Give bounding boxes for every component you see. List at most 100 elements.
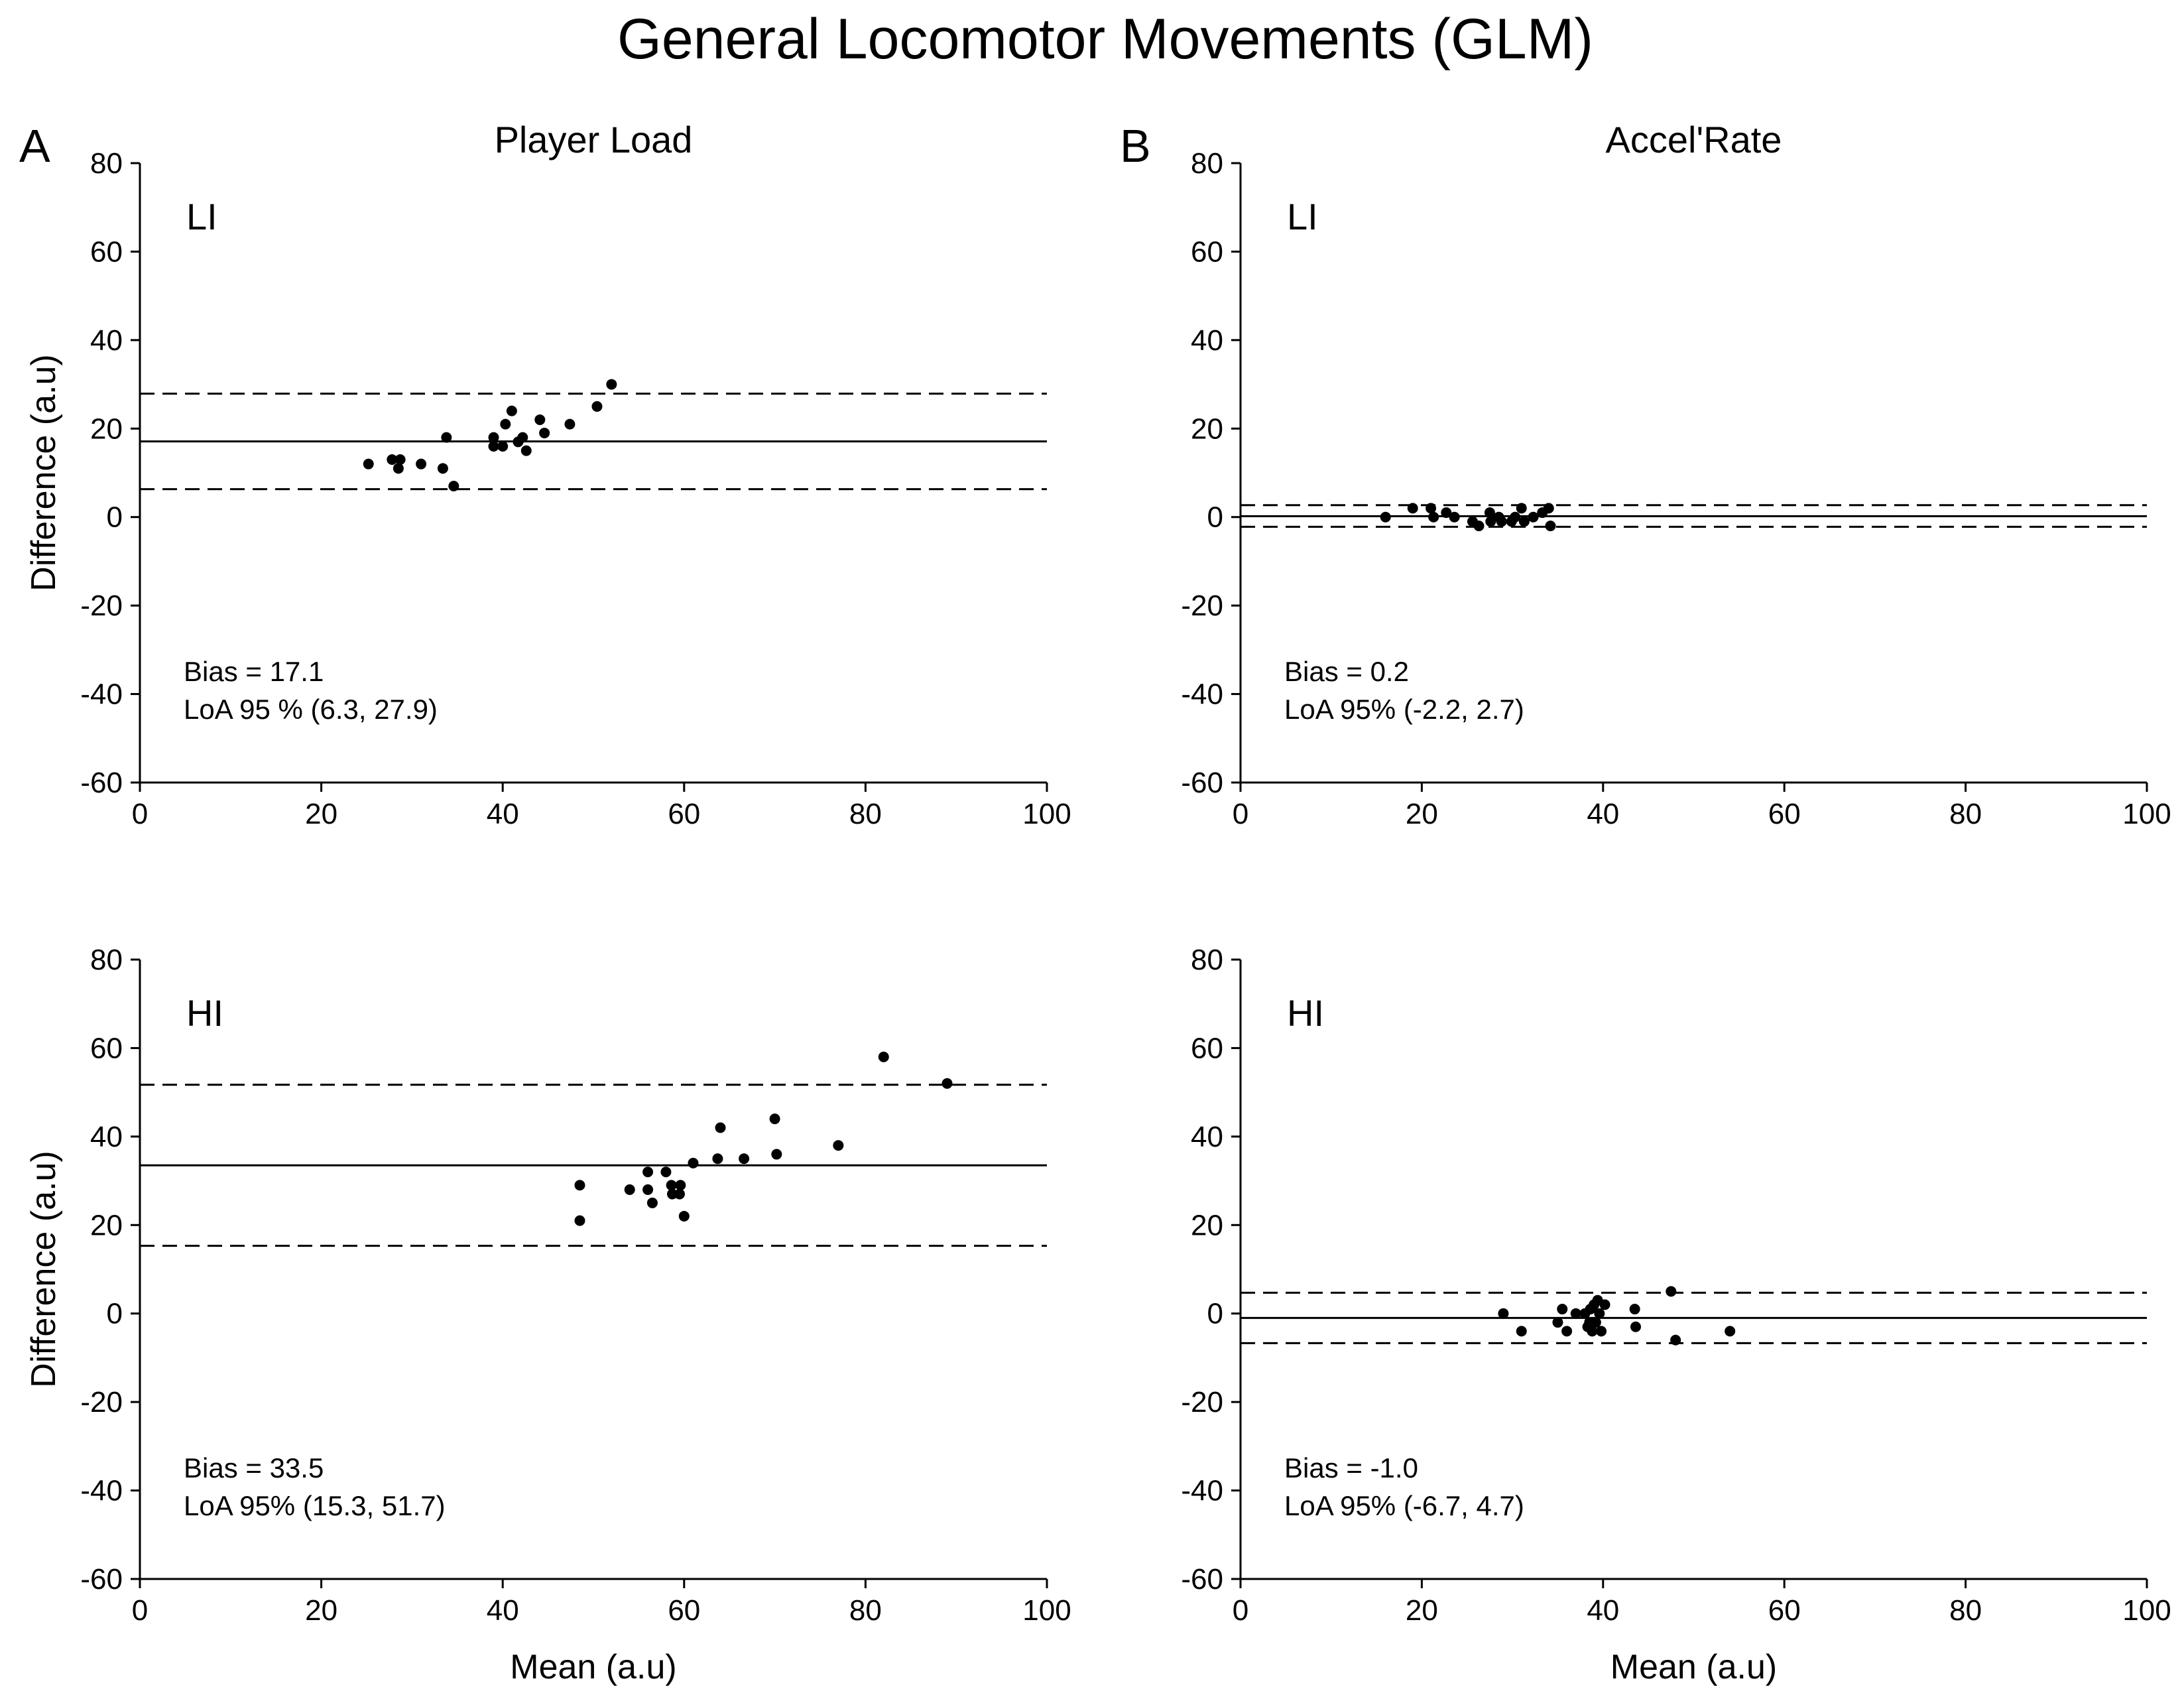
data-point: [1484, 507, 1495, 519]
figure-title: General Locomotor Movements (GLM): [617, 7, 1593, 71]
data-point: [1518, 516, 1530, 527]
y-tick-label: 80: [1191, 147, 1223, 180]
column-title: Accel'Rate: [1606, 119, 1782, 160]
y-tick-label: 80: [1191, 944, 1223, 976]
condition-label: HI: [1287, 992, 1324, 1034]
data-point: [688, 1157, 699, 1168]
loa-annotation: LoA 95% (15.3, 51.7): [184, 1490, 446, 1521]
y-tick-label: 20: [90, 412, 123, 445]
x-tick-label: 20: [1406, 798, 1438, 830]
data-point: [667, 1188, 678, 1200]
data-point: [1498, 1308, 1509, 1319]
column-title: Player Load: [495, 119, 693, 160]
data-point: [941, 1078, 953, 1089]
condition-label: HI: [186, 992, 223, 1034]
x-tick-label: 60: [668, 1594, 700, 1627]
data-point: [1552, 1317, 1563, 1328]
data-point: [363, 458, 374, 470]
data-point: [833, 1140, 844, 1151]
y-tick-label: -20: [1181, 590, 1223, 622]
data-point: [1670, 1334, 1681, 1346]
y-tick-label: 0: [107, 501, 123, 534]
x-tick-label: 40: [487, 798, 519, 830]
loa-annotation: LoA 95 % (6.3, 27.9): [184, 694, 438, 725]
x-tick-label: 20: [305, 1594, 337, 1627]
y-tick-label: -40: [80, 678, 123, 711]
x-tick-label: 60: [668, 798, 700, 830]
data-point: [393, 463, 404, 474]
bias-annotation: Bias = -1.0: [1284, 1452, 1418, 1483]
data-point: [674, 1188, 685, 1200]
data-point: [1380, 511, 1391, 523]
y-tick-label: 0: [1207, 1298, 1223, 1330]
y-tick-label: 0: [107, 1298, 123, 1330]
data-point: [1510, 511, 1521, 523]
data-point: [1590, 1317, 1601, 1328]
x-tick-label: 100: [2122, 798, 2171, 830]
x-tick-label: 80: [1949, 798, 1982, 830]
y-tick-label: 60: [90, 1032, 123, 1064]
y-tick-label: -60: [80, 1563, 123, 1596]
y-tick-label: 80: [90, 147, 123, 180]
data-point: [624, 1184, 635, 1195]
x-tick-label: 40: [1587, 798, 1619, 830]
y-tick-label: 20: [1191, 1209, 1223, 1241]
data-point: [1561, 1326, 1573, 1337]
data-point: [394, 454, 406, 465]
y-tick-label: 20: [90, 1209, 123, 1241]
y-tick-label: -40: [1181, 1475, 1223, 1507]
y-tick-label: 60: [1191, 1032, 1223, 1064]
x-tick-label: 20: [305, 798, 337, 830]
data-point: [675, 1180, 686, 1191]
chart-panel-3: -60 -40 -20 0 20 40 60 80 0 20 40 60 80 100 HI Bias = 3…: [25, 944, 1071, 1686]
data-point: [387, 454, 398, 465]
chart-panel-1: -60 -40 -20 0 20 40 60 80 0 20 40 60 80 100 LI Bias = 1…: [19, 119, 1071, 830]
x-tick-label: 0: [1233, 1594, 1248, 1627]
data-point: [506, 405, 517, 416]
data-point: [666, 1180, 677, 1191]
y-tick-label: -60: [1181, 767, 1223, 799]
data-point: [1473, 521, 1485, 532]
data-point: [678, 1210, 690, 1222]
y-tick-label: -40: [1181, 678, 1223, 711]
data-point: [1596, 1326, 1607, 1337]
data-point: [606, 379, 617, 390]
data-point: [771, 1149, 782, 1160]
data-point: [564, 418, 576, 430]
y-tick-label: -20: [1181, 1386, 1223, 1418]
data-point: [488, 440, 499, 452]
y-tick-label: 20: [1191, 412, 1223, 445]
x-axis-label: Mean (a.u): [1610, 1648, 1777, 1686]
condition-label: LI: [1287, 196, 1318, 237]
y-tick-label: -40: [80, 1475, 123, 1507]
data-point: [448, 481, 459, 492]
x-tick-label: 60: [1768, 1594, 1801, 1627]
data-point: [1630, 1321, 1642, 1332]
data-point: [715, 1122, 726, 1133]
data-point: [646, 1197, 658, 1208]
data-point: [437, 463, 448, 474]
data-point: [1594, 1308, 1605, 1319]
x-tick-label: 40: [487, 1594, 519, 1627]
data-point: [660, 1166, 672, 1178]
x-tick-label: 80: [1949, 1594, 1982, 1627]
data-point: [1516, 1326, 1527, 1337]
bias-annotation: Bias = 33.5: [184, 1452, 324, 1483]
chart-panel-4: -60 -40 -20 0 20 40 60 80 0 20 40 60 80 100 HI Bias = -…: [1181, 944, 2171, 1686]
y-tick-label: -20: [80, 590, 123, 622]
loa-annotation: LoA 95% (-2.2, 2.7): [1284, 694, 1524, 725]
y-tick-label: 80: [90, 944, 123, 976]
data-point: [1441, 507, 1452, 519]
panel-letter: A: [19, 120, 50, 172]
data-point: [1587, 1326, 1598, 1337]
x-tick-label: 100: [1022, 1594, 1071, 1627]
data-point: [1599, 1299, 1610, 1310]
y-tick-label: 0: [1207, 501, 1223, 534]
data-point: [534, 414, 546, 425]
y-axis-label: Difference (a.u): [25, 354, 63, 591]
data-point: [1557, 1304, 1568, 1315]
y-tick-label: 60: [1191, 235, 1223, 268]
data-point: [1426, 503, 1437, 514]
data-point: [1545, 521, 1556, 532]
x-tick-label: 0: [1233, 798, 1248, 830]
